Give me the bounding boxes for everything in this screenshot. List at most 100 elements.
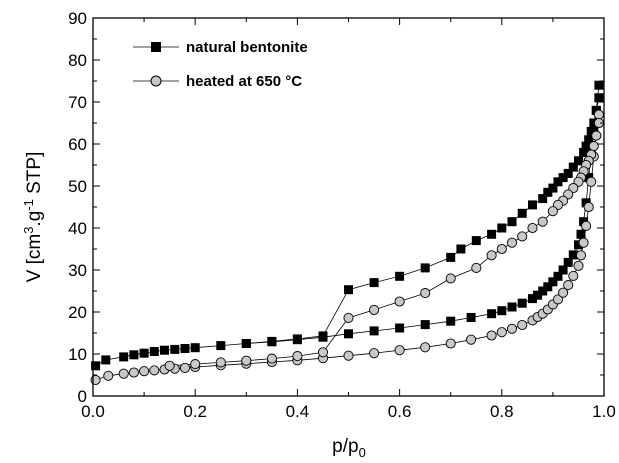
data-point — [589, 118, 599, 128]
data-point — [118, 368, 129, 379]
y-tick-label: 40 — [68, 219, 87, 238]
data-point — [581, 220, 592, 231]
data-point — [584, 135, 594, 145]
data-point — [583, 201, 594, 213]
data-point — [149, 365, 160, 376]
x-tick-label: 0.0 — [81, 402, 105, 421]
data-point — [160, 345, 169, 355]
data-point — [149, 347, 159, 356]
data-point — [528, 294, 537, 304]
data-point — [563, 168, 573, 178]
y-tick-label: 0 — [78, 387, 87, 406]
data-point — [553, 177, 563, 187]
data-point — [179, 362, 191, 373]
x-tick-label: 0.4 — [286, 402, 310, 421]
data-point — [568, 270, 579, 281]
legend: natural bentonite heated at 650 °C — [133, 39, 308, 90]
data-point — [586, 176, 597, 187]
data-point — [552, 294, 564, 305]
data-point — [586, 126, 596, 136]
data-point — [548, 183, 558, 193]
data-point — [170, 344, 180, 354]
data-point — [538, 286, 548, 296]
x-tick-label: 0.2 — [183, 402, 207, 421]
data-point — [543, 282, 553, 292]
series-1 — [90, 109, 604, 386]
data-point — [517, 231, 528, 242]
data-point — [547, 206, 558, 217]
data-point — [164, 360, 175, 371]
x-axis-title: p/p0 — [332, 436, 366, 460]
data-point — [420, 288, 431, 299]
data-point — [267, 336, 277, 346]
axes-layer — [92, 17, 605, 397]
x-axis-title-sub: 0 — [359, 445, 366, 460]
data-point — [292, 351, 303, 362]
y-tick-label: 80 — [68, 51, 87, 70]
y-axis-title-pre: V [cm — [24, 234, 45, 283]
data-point — [266, 353, 277, 364]
data-point — [507, 217, 517, 227]
data-point — [558, 173, 568, 183]
y-axis-title-mid: .g — [24, 211, 45, 227]
data-point — [395, 271, 405, 281]
x-tick-label: 0.8 — [490, 402, 514, 421]
data-point — [517, 319, 528, 331]
plot-frame — [92, 17, 605, 397]
data-point — [578, 237, 589, 248]
data-point — [445, 273, 456, 284]
data-point — [579, 147, 589, 157]
x-tick-label: 1.0 — [592, 402, 616, 421]
data-point — [574, 240, 583, 250]
data-point — [445, 338, 456, 349]
data-point — [446, 316, 456, 326]
legend-label-natural-bentonite: natural bentonite — [186, 39, 308, 56]
data-point — [369, 326, 379, 336]
x-tick-label: 0.6 — [388, 402, 412, 421]
data-point — [369, 278, 379, 288]
data-point — [119, 352, 129, 362]
legend-item-natural-bentonite: natural bentonite — [133, 39, 308, 56]
y-axis-title-sup2: -1 — [21, 199, 36, 211]
data-point — [395, 323, 405, 333]
data-point — [471, 262, 482, 273]
data-point — [528, 200, 537, 210]
data-point — [318, 331, 328, 341]
data-point — [517, 298, 527, 308]
data-point — [317, 347, 329, 358]
data-point — [103, 370, 114, 381]
ticks-layer: 0.0 0.2 0.4 0.6 0.8 1.0 0 10 20 30 40 50 60 70 80 90 — [68, 9, 616, 421]
data-point — [506, 237, 518, 248]
data-point — [343, 350, 354, 361]
data-point — [537, 216, 548, 227]
data-point — [497, 223, 507, 233]
data-point — [496, 327, 507, 338]
data-point — [568, 162, 578, 172]
data-point — [543, 187, 553, 197]
data-point — [241, 339, 251, 348]
data-point — [486, 330, 497, 341]
data-point — [548, 277, 558, 287]
data-point — [576, 229, 586, 239]
data-point — [344, 285, 353, 295]
data-point — [292, 334, 302, 344]
data-point — [241, 355, 252, 366]
data-point — [394, 345, 405, 356]
data-point — [394, 296, 405, 307]
data-point — [527, 222, 538, 234]
data-point — [369, 348, 380, 359]
data-point — [420, 263, 430, 273]
data-point — [487, 309, 497, 319]
y-axis-title-post: STP] — [24, 152, 45, 200]
data-point — [129, 350, 139, 360]
data-point — [446, 252, 456, 262]
data-point — [594, 93, 604, 103]
data-point — [496, 243, 507, 255]
data-point — [343, 312, 354, 323]
data-point — [456, 244, 466, 254]
data-point — [190, 359, 201, 370]
data-point — [506, 323, 518, 334]
series-line-adsorption — [95, 114, 600, 381]
data-point — [563, 257, 573, 267]
